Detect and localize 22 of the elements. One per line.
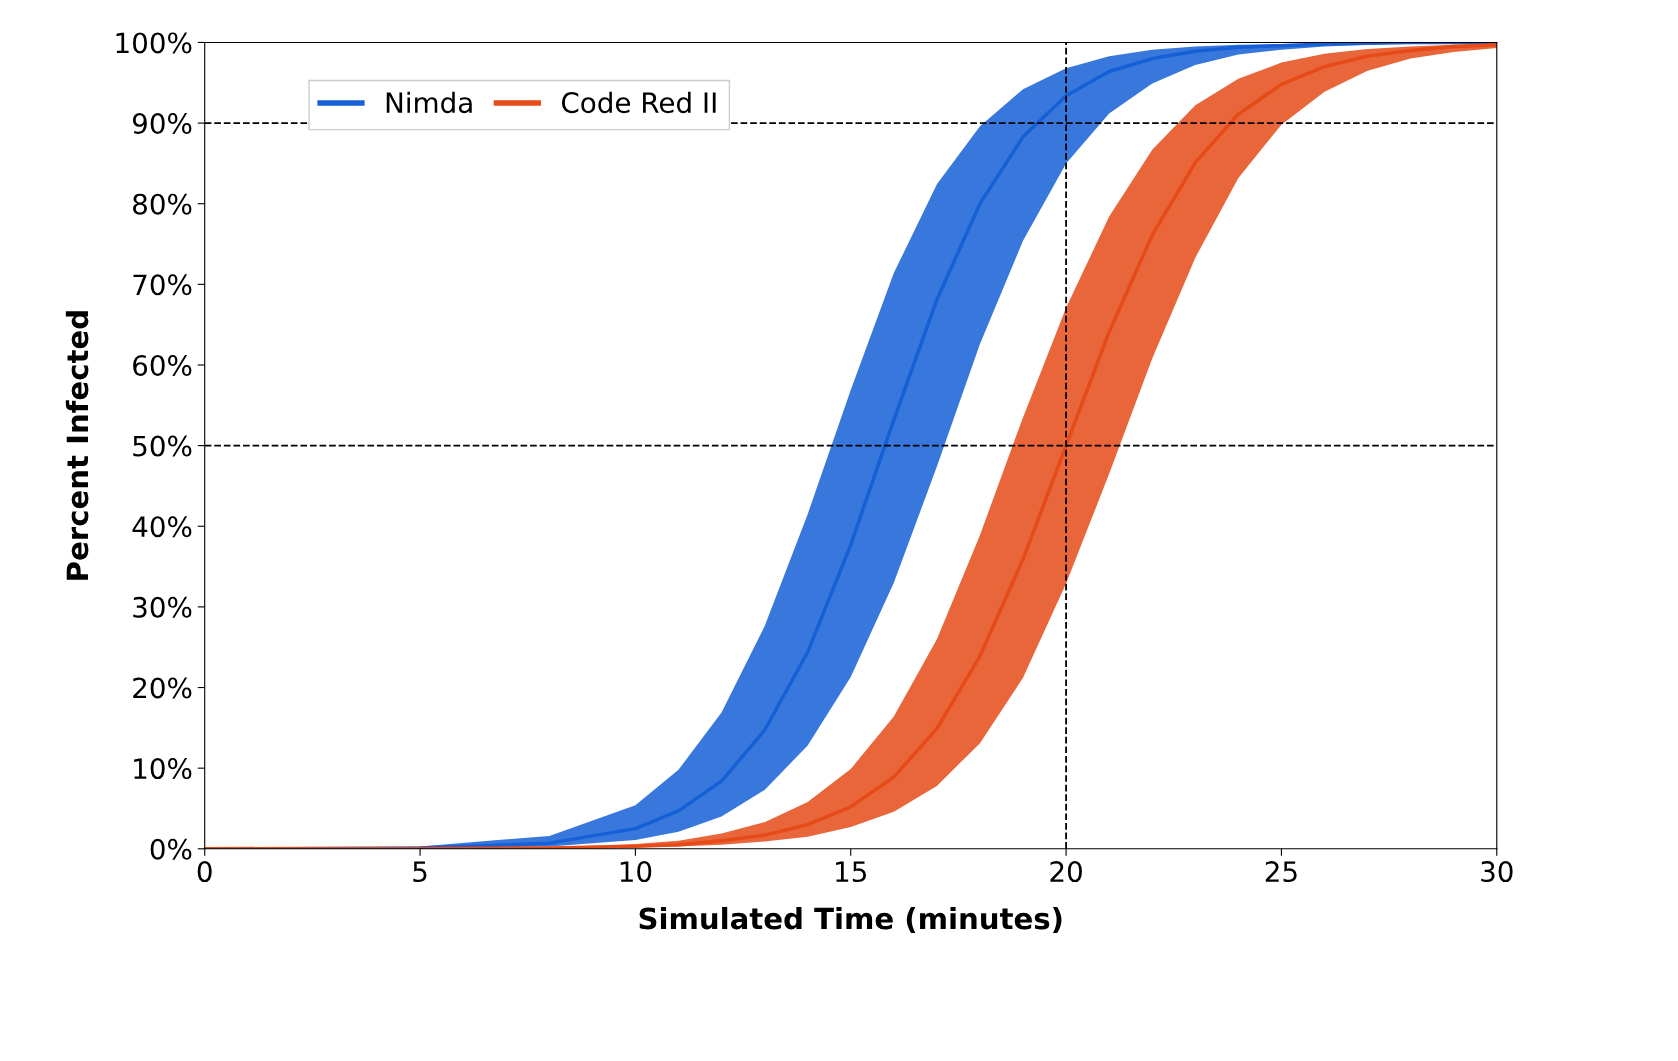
x-tick-label: 5 xyxy=(413,861,427,883)
x-tick-label: 25 xyxy=(1265,861,1297,883)
legend-label: Code Red II xyxy=(561,91,716,114)
x-tick-label: 15 xyxy=(836,861,866,883)
y-tick-label: 100% xyxy=(116,32,192,54)
y-tick-label: 30% xyxy=(133,596,192,618)
y-tick-label: 20% xyxy=(133,677,192,699)
y-tick-label: 60% xyxy=(133,354,192,376)
x-axis-title: Simulated Time (minutes) xyxy=(639,906,1062,933)
y-tick-label: 0% xyxy=(150,838,192,860)
y-tick-label: 70% xyxy=(133,274,192,296)
x-tick-label: 20 xyxy=(1050,861,1082,883)
y-tick-label: 10% xyxy=(134,758,192,780)
legend-label: Nimda xyxy=(386,91,472,114)
x-tick-label: 0 xyxy=(197,861,212,883)
y-tick-label: 90% xyxy=(132,113,192,135)
y-tick-label: 80% xyxy=(133,193,192,215)
y-axis-title: Percent Infected xyxy=(65,311,89,580)
x-tick-label: 10 xyxy=(620,861,652,883)
y-tick-label: 50% xyxy=(133,435,192,457)
x-tick-label: 30 xyxy=(1481,861,1513,883)
y-tick-label: 40% xyxy=(132,516,192,538)
